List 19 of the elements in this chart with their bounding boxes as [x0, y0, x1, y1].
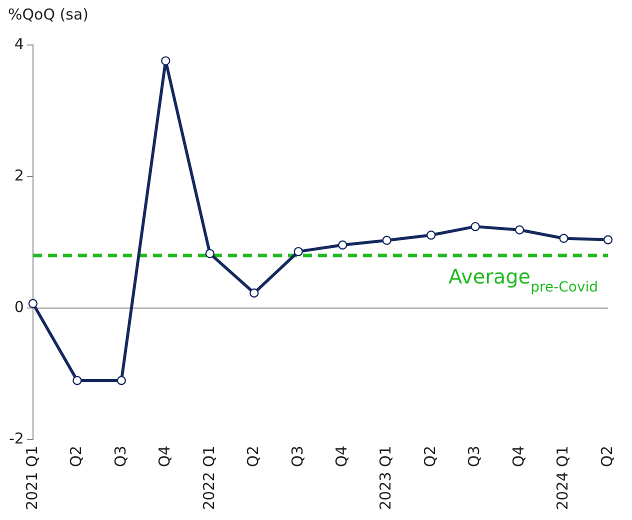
x-tick-label: Q4 — [156, 446, 174, 468]
x-tick-label: 2024 Q1 — [554, 446, 572, 510]
x-tick-label: 2021 Q1 — [22, 446, 41, 510]
x-tick-label: Q4 — [509, 446, 528, 468]
y-tick-label: 4 — [14, 34, 24, 53]
x-tick-label: Q3 — [288, 446, 306, 468]
y-tick-label: 0 — [14, 298, 24, 316]
x-tick-label: Q2 — [67, 446, 86, 468]
x-tick-label: Q3 — [111, 446, 130, 468]
x-tick-label: Q3 — [465, 446, 484, 468]
y-axis-title: %QoQ (sa) — [8, 5, 89, 24]
y-tick-label: -2 — [8, 430, 24, 448]
x-tick-label: 2022 Q1 — [200, 446, 218, 510]
y-tick-label: 2 — [14, 166, 24, 184]
x-tick-label: Q2 — [420, 446, 439, 468]
x-tick-label: 2023 Q1 — [376, 446, 395, 510]
x-tick-label: Q2 — [598, 446, 616, 468]
x-tick-label: Q4 — [332, 446, 350, 468]
x-tick-label: Q2 — [244, 446, 262, 468]
